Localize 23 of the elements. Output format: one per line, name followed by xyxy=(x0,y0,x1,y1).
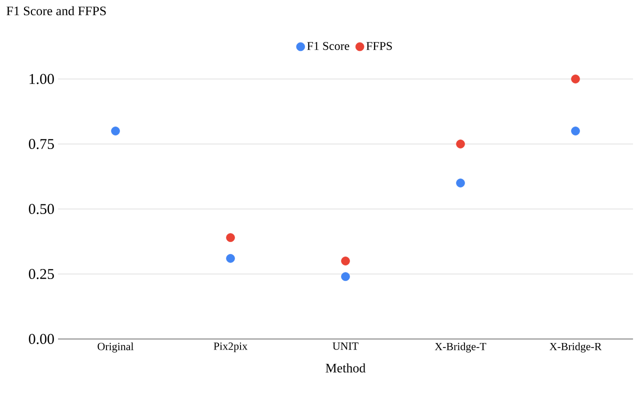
chart-title: F1 Score and FFPS xyxy=(6,6,106,16)
y-tick-label: 0.50 xyxy=(28,204,54,214)
point xyxy=(226,233,235,242)
x-axis-title: Method xyxy=(326,363,366,372)
y-tick-label: 0.75 xyxy=(28,138,54,150)
x-tick-label: UNIT xyxy=(332,342,358,350)
point xyxy=(571,74,580,84)
y-tick-label: 0.25 xyxy=(28,268,54,280)
point xyxy=(341,256,350,266)
y-tick-label: 1.00 xyxy=(30,74,54,84)
point xyxy=(571,126,580,136)
point xyxy=(456,140,465,148)
point xyxy=(341,272,350,281)
x-tick-label: X-Bridge-T xyxy=(434,342,486,352)
legend-label: FFPS xyxy=(366,42,392,50)
x-tick-label: Original xyxy=(98,342,134,352)
point xyxy=(456,178,465,188)
x-tick-label: Pix2pix xyxy=(214,342,248,352)
y-tick-label: 0.00 xyxy=(28,334,54,344)
point xyxy=(226,254,235,263)
legend-label: F1 Score xyxy=(307,42,350,50)
x-tick-label: X-Bridge-R xyxy=(550,342,602,352)
point xyxy=(111,126,120,136)
